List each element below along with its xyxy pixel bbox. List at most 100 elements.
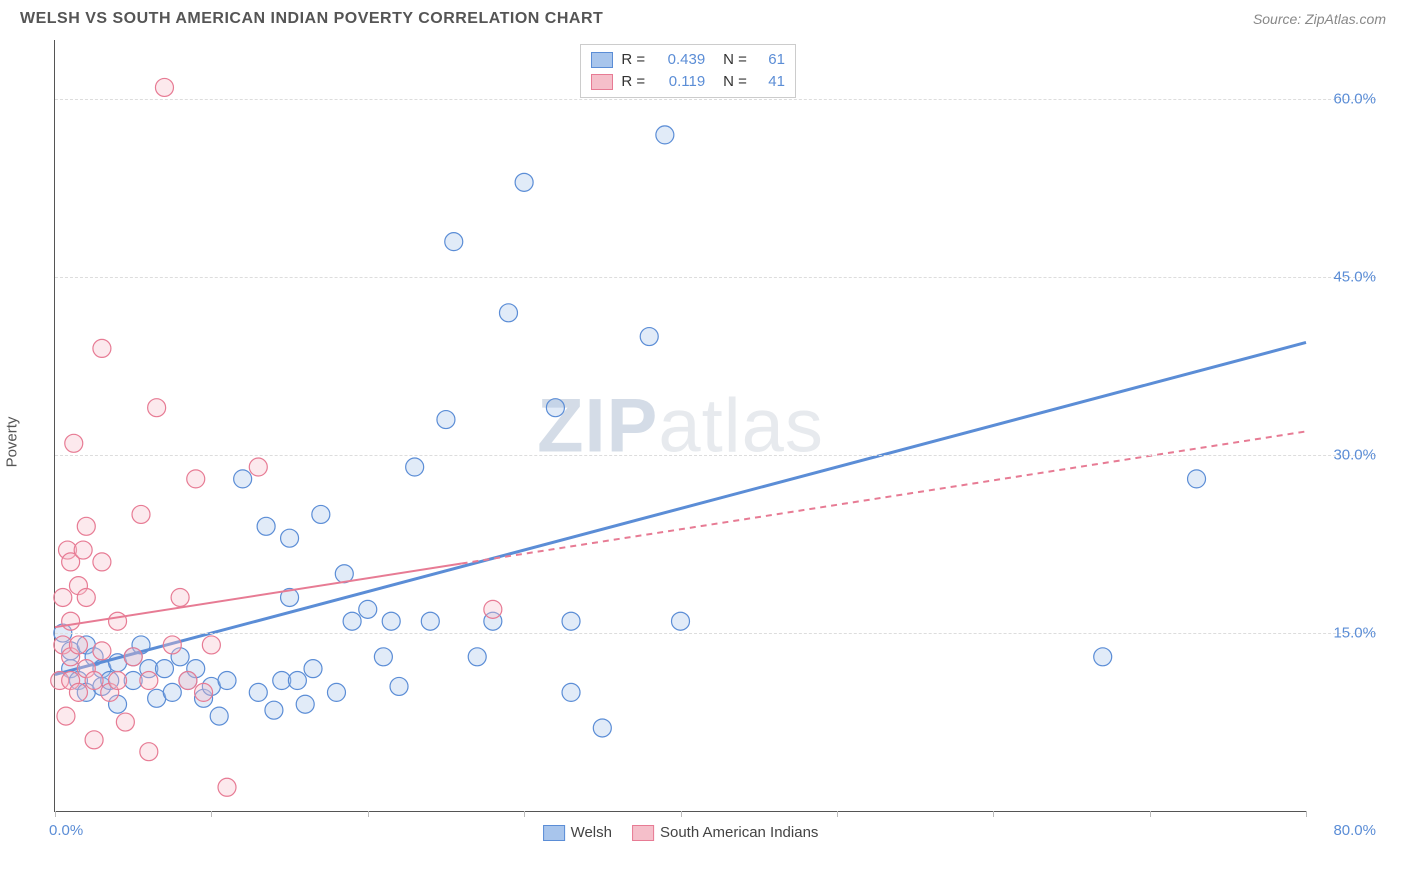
legend-item: South American Indians (632, 824, 818, 841)
legend-n-label: N = (723, 71, 747, 93)
data-point (281, 529, 299, 547)
data-point (140, 672, 158, 690)
data-point (406, 458, 424, 476)
data-point (374, 648, 392, 666)
x-tick (837, 811, 838, 817)
data-point (672, 612, 690, 630)
data-point (77, 517, 95, 535)
y-tick-label: 15.0% (1316, 625, 1376, 642)
source-prefix: Source: (1253, 11, 1305, 27)
legend-r-value: 0.119 (653, 71, 705, 93)
gridline (55, 633, 1376, 634)
data-point (390, 677, 408, 695)
data-point (155, 660, 173, 678)
data-point (382, 612, 400, 630)
legend-n-value: 41 (755, 71, 785, 93)
legend-r-value: 0.439 (653, 49, 705, 71)
data-point (562, 612, 580, 630)
x-max-label: 80.0% (1333, 822, 1376, 839)
legend-n-label: N = (723, 49, 747, 71)
legend-stat-row: R = 0.439 N = 61 (591, 49, 785, 71)
legend-n-value: 61 (755, 49, 785, 71)
data-point (65, 434, 83, 452)
chart-title: WELSH VS SOUTH AMERICAN INDIAN POVERTY C… (20, 10, 603, 28)
data-point (234, 470, 252, 488)
plot-area: ZIPatlas 0.0% 80.0% R =0.439N =61R =0.11… (54, 40, 1306, 812)
chart-container: Poverty ZIPatlas 0.0% 80.0% R =0.439N =6… (48, 32, 1386, 852)
data-point (304, 660, 322, 678)
data-point (437, 411, 455, 429)
data-point (202, 636, 220, 654)
data-point (93, 553, 111, 571)
x-tick (211, 811, 212, 817)
data-point (179, 672, 197, 690)
data-point (116, 713, 134, 731)
data-point (69, 683, 87, 701)
data-point (124, 648, 142, 666)
legend-r-label: R = (621, 71, 645, 93)
chart-svg (55, 40, 1306, 811)
data-point (484, 600, 502, 618)
data-point (140, 743, 158, 761)
data-point (218, 778, 236, 796)
y-axis-title: Poverty (4, 417, 21, 468)
data-point (132, 505, 150, 523)
gridline (55, 455, 1376, 456)
x-tick (1306, 811, 1307, 817)
data-point (515, 173, 533, 191)
legend-swatch (632, 825, 654, 841)
x-tick (1150, 811, 1151, 817)
gridline (55, 99, 1376, 100)
x-tick (524, 811, 525, 817)
data-point (54, 588, 72, 606)
data-point (93, 339, 111, 357)
data-point (249, 683, 267, 701)
data-point (593, 719, 611, 737)
data-point (359, 600, 377, 618)
data-point (257, 517, 275, 535)
y-tick-label: 30.0% (1316, 447, 1376, 464)
data-point (265, 701, 283, 719)
data-point (163, 683, 181, 701)
data-point (69, 636, 87, 654)
data-point (109, 612, 127, 630)
source-link[interactable]: ZipAtlas.com (1305, 11, 1386, 27)
legend-stats: R = 0.439 N = 61 R = 0.119 N = 41 (580, 44, 796, 98)
data-point (109, 672, 127, 690)
data-point (562, 683, 580, 701)
trend-line (462, 431, 1306, 563)
y-tick-label: 45.0% (1316, 269, 1376, 286)
data-point (499, 304, 517, 322)
legend-stat-row: R = 0.119 N = 41 (591, 71, 785, 93)
data-point (288, 672, 306, 690)
data-point (93, 642, 111, 660)
data-point (468, 648, 486, 666)
data-point (445, 233, 463, 251)
data-point (171, 588, 189, 606)
data-point (656, 126, 674, 144)
data-point (640, 328, 658, 346)
data-point (1094, 648, 1112, 666)
data-point (148, 399, 166, 417)
legend-series: Welsh South American Indians (543, 824, 819, 841)
y-tick-label: 60.0% (1316, 91, 1376, 108)
data-point (343, 612, 361, 630)
x-tick (368, 811, 369, 817)
data-point (327, 683, 345, 701)
data-point (210, 707, 228, 725)
legend-swatch (543, 825, 565, 841)
x-tick (681, 811, 682, 817)
data-point (218, 672, 236, 690)
x-tick (55, 811, 56, 817)
data-point (62, 612, 80, 630)
data-point (74, 541, 92, 559)
data-point (195, 683, 213, 701)
legend-label: Welsh (571, 824, 612, 841)
data-point (85, 672, 103, 690)
trend-line (55, 564, 462, 628)
legend-label: South American Indians (660, 824, 818, 841)
data-point (163, 636, 181, 654)
legend-r-label: R = (621, 49, 645, 71)
gridline (55, 277, 1376, 278)
data-point (1188, 470, 1206, 488)
